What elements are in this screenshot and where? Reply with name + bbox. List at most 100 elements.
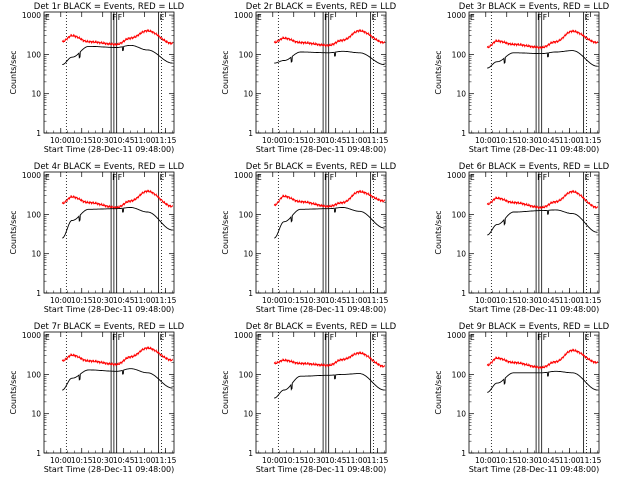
x-tick-label: 10:45 (538, 456, 560, 465)
x-tick-label: 11:15 (155, 456, 177, 465)
plot-frame (255, 171, 387, 294)
x-axis-label: Start Time (28-Dec-11 09:48:00) (44, 305, 175, 314)
x-tick-label: 10:15 (283, 456, 305, 465)
panel-8: Det 8r BLACK = Events, RED = LLD 1 10 100 10… (221, 322, 397, 474)
corner-label: E (45, 13, 50, 22)
y-tick-label: 10 (31, 90, 41, 99)
marker-label: F (330, 13, 334, 22)
panel-3: Det 3r BLACK = Events, RED = LLD 1 10 100 10… (434, 2, 610, 154)
panel-title: Det 2r BLACK = Events, RED = LLD (246, 2, 397, 12)
lld-series-line (273, 28, 386, 48)
x-tick-label: 11:15 (367, 296, 389, 305)
y-tick-label: 10 (456, 90, 466, 99)
lld-series-line (486, 348, 599, 370)
x-tick-label: 10:00 (475, 296, 497, 305)
marker-label: E (160, 13, 165, 22)
y-tick-label: 1000 (447, 11, 466, 20)
y-axis-label: Counts/sec (434, 210, 443, 254)
events-series-line (274, 373, 385, 399)
x-tick-label: 10:15 (71, 136, 93, 145)
x-axis-label: Start Time (28-Dec-11 09:48:00) (469, 305, 600, 314)
x-tick-label: 11:00 (559, 296, 581, 305)
marker-label: F (118, 173, 122, 182)
events-series-line (62, 368, 173, 391)
x-tick-label: 11:15 (580, 296, 602, 305)
panel-title: Det 3r BLACK = Events, RED = LLD (459, 2, 610, 12)
panel-7: Det 7r BLACK = Events, RED = LLD 1 10 100 10… (9, 322, 185, 474)
x-tick-label: 10:30 (304, 136, 326, 145)
x-tick-label: 10:30 (92, 136, 114, 145)
marker-label: E (372, 173, 377, 182)
y-tick-label: 100 (452, 210, 467, 219)
y-axis-label: Counts/sec (221, 210, 230, 254)
x-tick-label: 10:15 (71, 296, 93, 305)
marker-label: E (372, 13, 377, 22)
x-tick-label: 10:15 (496, 296, 518, 305)
x-tick-label: 10:45 (538, 296, 560, 305)
lld-series-line (273, 351, 386, 369)
y-tick-label: 10 (243, 90, 253, 99)
y-tick-label: 10 (243, 410, 253, 419)
x-tick-label: 10:30 (517, 136, 539, 145)
x-tick-label: 10:30 (304, 296, 326, 305)
corner-label: E (470, 13, 475, 22)
events-series-line (62, 207, 173, 239)
x-axis-label: Start Time (28-Dec-11 09:48:00) (256, 145, 387, 154)
y-tick-label: 10 (456, 410, 466, 419)
y-tick-label: 1 (36, 129, 41, 138)
y-tick-label: 10 (31, 410, 41, 419)
plot-frame (43, 171, 175, 294)
y-tick-label: 1000 (234, 11, 253, 20)
corner-label: E (470, 173, 475, 182)
panel-title: Det 9r BLACK = Events, RED = LLD (459, 322, 610, 332)
plot-frame (255, 11, 387, 134)
marker-label: F (543, 173, 547, 182)
marker-label: E (585, 173, 590, 182)
marker-label: F (330, 173, 334, 182)
y-tick-label: 100 (27, 370, 42, 379)
events-series-line (487, 50, 598, 69)
y-tick-label: 1 (461, 449, 466, 458)
x-tick-label: 10:30 (92, 456, 114, 465)
panel-6: Det 6r BLACK = Events, RED = LLD 1 10 100 10… (434, 162, 610, 314)
y-axis-label: Counts/sec (434, 50, 443, 94)
x-tick-label: 10:15 (71, 456, 93, 465)
x-axis-label: Start Time (28-Dec-11 09:48:00) (469, 465, 600, 474)
x-tick-label: 10:45 (325, 456, 347, 465)
corner-label: E (470, 333, 475, 342)
marker-label: E (160, 333, 165, 342)
x-tick-label: 10:45 (325, 296, 347, 305)
y-axis-label: Counts/sec (9, 210, 18, 254)
x-tick-label: 11:15 (155, 296, 177, 305)
y-tick-label: 1000 (22, 331, 41, 340)
y-tick-label: 100 (239, 210, 254, 219)
y-tick-label: 1 (248, 449, 253, 458)
events-series-line (487, 209, 598, 236)
y-tick-label: 1000 (447, 171, 466, 180)
marker-label: E (585, 333, 590, 342)
x-tick-label: 11:15 (367, 456, 389, 465)
x-tick-label: 10:00 (50, 136, 72, 145)
corner-label: E (257, 173, 262, 182)
x-tick-label: 10:00 (50, 296, 72, 305)
marker-label: E (160, 173, 165, 182)
x-axis-label: Start Time (28-Dec-11 09:48:00) (469, 145, 600, 154)
x-tick-label: 11:00 (134, 456, 156, 465)
x-tick-label: 10:15 (496, 136, 518, 145)
x-tick-label: 11:00 (559, 456, 581, 465)
x-tick-label: 11:00 (346, 456, 368, 465)
panel-title: Det 7r BLACK = Events, RED = LLD (34, 322, 185, 332)
y-tick-label: 100 (27, 210, 42, 219)
corner-label: E (45, 173, 50, 182)
x-tick-label: 11:15 (155, 136, 177, 145)
panel-title: Det 1r BLACK = Events, RED = LLD (34, 2, 185, 12)
x-tick-label: 10:00 (262, 296, 284, 305)
y-tick-label: 1 (248, 129, 253, 138)
y-tick-label: 1000 (234, 331, 253, 340)
x-axis-label: Start Time (28-Dec-11 09:48:00) (44, 145, 175, 154)
plot-frame (468, 331, 600, 454)
events-series-line (487, 370, 598, 393)
y-tick-label: 1000 (22, 11, 41, 20)
y-axis-label: Counts/sec (9, 370, 18, 414)
